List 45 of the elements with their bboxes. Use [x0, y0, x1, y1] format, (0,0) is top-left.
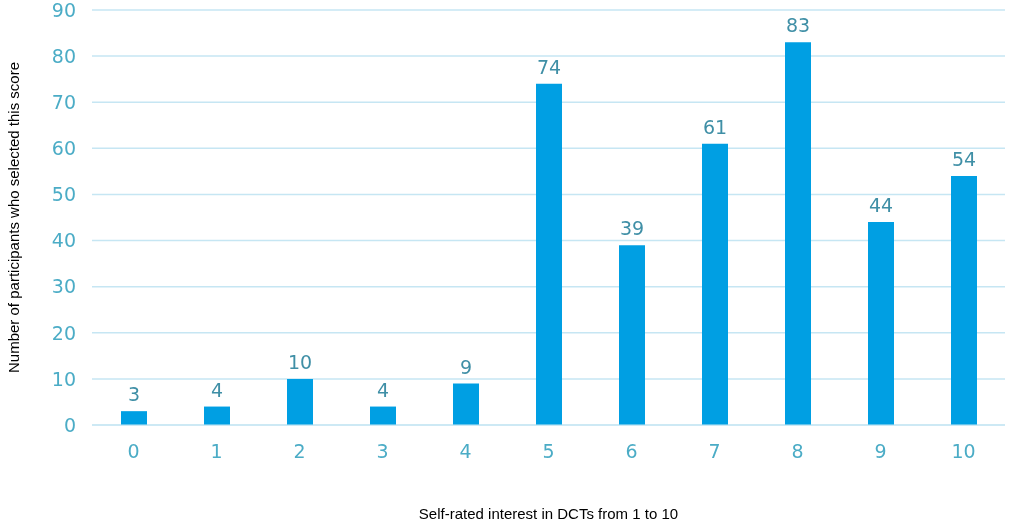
x-tick-label: 6 — [625, 440, 638, 463]
x-axis-title: Self-rated interest in DCTs from 1 to 10 — [418, 505, 679, 522]
data-label: 4 — [210, 378, 224, 401]
bar — [287, 378, 313, 425]
y-tick-label: 40 — [51, 229, 76, 252]
bar — [536, 83, 562, 425]
x-tick-label: 7 — [708, 440, 721, 463]
data-label: 10 — [287, 350, 313, 373]
y-tick-label: 0 — [63, 413, 76, 436]
data-label: 74 — [536, 55, 562, 78]
bar — [951, 176, 977, 425]
data-label: 3 — [127, 383, 141, 406]
y-tick-label: 90 — [51, 0, 76, 21]
x-tick-label: 4 — [459, 440, 472, 463]
x-tick-label: 3 — [376, 440, 389, 463]
data-label: 39 — [619, 217, 645, 240]
bar — [121, 411, 147, 425]
y-tick-label: 20 — [51, 321, 76, 344]
data-label: 61 — [702, 115, 728, 138]
x-tick-label: 10 — [951, 440, 976, 463]
data-label: 83 — [785, 14, 811, 37]
y-tick-label: 50 — [51, 183, 76, 206]
bar — [785, 42, 811, 425]
y-tick-label: 10 — [51, 367, 76, 390]
x-tick-label: 0 — [127, 440, 140, 463]
x-tick-label: 9 — [874, 440, 887, 463]
bar — [868, 222, 894, 425]
x-tick-label: 5 — [542, 440, 555, 463]
x-tick-label: 1 — [210, 440, 223, 463]
bar — [619, 245, 645, 425]
data-label: 4 — [376, 378, 390, 401]
y-tick-label: 80 — [51, 44, 76, 67]
bar — [370, 406, 396, 425]
x-tick-label: 2 — [293, 440, 306, 463]
y-axis-title: Number of participants who selected this score — [5, 62, 23, 373]
data-label: 54 — [951, 148, 977, 170]
x-tick-label: 8 — [791, 440, 804, 463]
data-label: 9 — [459, 355, 473, 378]
bar — [204, 406, 230, 425]
y-tick-label: 60 — [51, 137, 76, 160]
y-tick-label: 30 — [51, 275, 76, 298]
bar — [453, 383, 479, 425]
y-tick-label: 70 — [51, 90, 76, 113]
data-label: 44 — [868, 194, 894, 217]
bar — [702, 143, 728, 425]
